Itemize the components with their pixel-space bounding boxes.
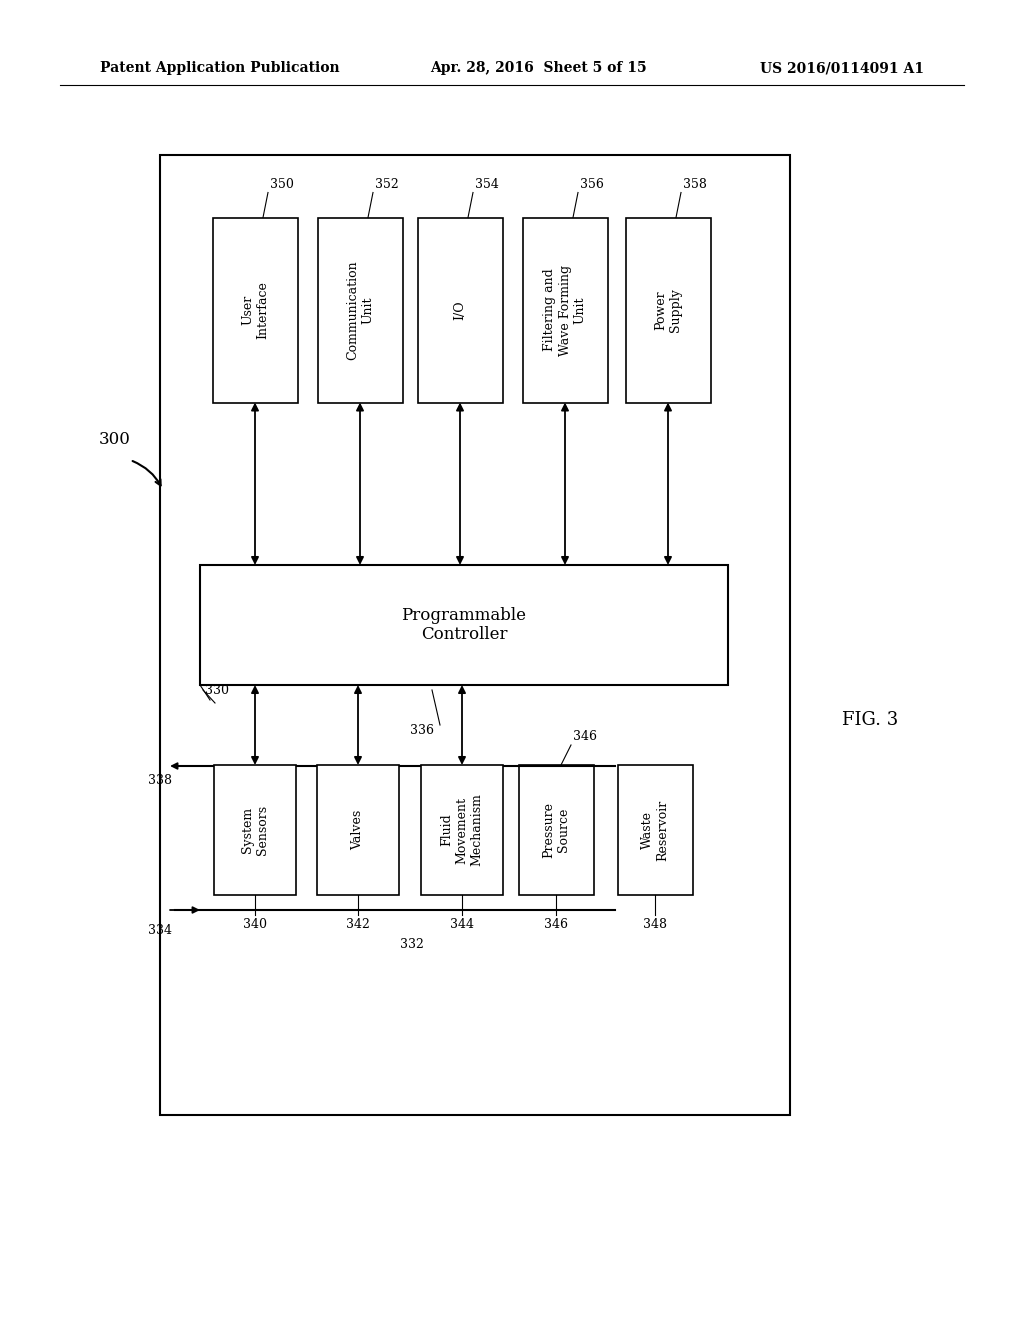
Text: 344: 344 bbox=[450, 917, 474, 931]
Bar bbox=[421, 766, 503, 895]
Bar bbox=[214, 766, 296, 895]
Text: Apr. 28, 2016  Sheet 5 of 15: Apr. 28, 2016 Sheet 5 of 15 bbox=[430, 61, 646, 75]
Text: 338: 338 bbox=[148, 774, 172, 787]
Text: Power
Supply: Power Supply bbox=[654, 288, 682, 331]
Text: Patent Application Publication: Patent Application Publication bbox=[100, 61, 340, 75]
Bar bbox=[160, 154, 790, 1115]
Text: Pressure
Source: Pressure Source bbox=[542, 803, 570, 858]
Text: 340: 340 bbox=[243, 917, 267, 931]
Text: I/O: I/O bbox=[454, 300, 467, 319]
Text: 336: 336 bbox=[410, 723, 434, 737]
Text: Communication
Unit: Communication Unit bbox=[346, 260, 374, 360]
Text: 358: 358 bbox=[683, 177, 707, 190]
Bar bbox=[518, 766, 594, 895]
Text: Filtering and
Wave Forming
Unit: Filtering and Wave Forming Unit bbox=[544, 264, 587, 355]
Text: 346: 346 bbox=[544, 917, 568, 931]
Text: 334: 334 bbox=[148, 924, 172, 936]
Bar bbox=[617, 766, 692, 895]
Bar bbox=[522, 218, 607, 403]
Bar bbox=[626, 218, 711, 403]
Text: 346: 346 bbox=[573, 730, 597, 743]
Text: 332: 332 bbox=[400, 939, 424, 950]
Bar bbox=[418, 218, 503, 403]
Text: US 2016/0114091 A1: US 2016/0114091 A1 bbox=[760, 61, 924, 75]
Text: 342: 342 bbox=[346, 917, 370, 931]
Text: 348: 348 bbox=[643, 917, 667, 931]
Text: 300: 300 bbox=[99, 432, 131, 449]
Text: 350: 350 bbox=[270, 177, 294, 190]
Text: User
Interface: User Interface bbox=[241, 281, 269, 339]
Text: Fluid
Movement
Mechanism: Fluid Movement Mechanism bbox=[440, 793, 483, 866]
Text: 356: 356 bbox=[580, 177, 604, 190]
Text: Programmable
Controller: Programmable Controller bbox=[401, 607, 526, 643]
Bar bbox=[213, 218, 298, 403]
Bar bbox=[317, 218, 402, 403]
Text: System
Sensors: System Sensors bbox=[241, 805, 269, 855]
Text: Valves: Valves bbox=[351, 810, 365, 850]
Text: 352: 352 bbox=[375, 177, 398, 190]
Text: 330: 330 bbox=[205, 684, 229, 697]
Bar bbox=[317, 766, 399, 895]
Text: FIG. 3: FIG. 3 bbox=[842, 711, 898, 729]
Text: Waste
Reservoir: Waste Reservoir bbox=[641, 800, 669, 861]
Text: 354: 354 bbox=[475, 177, 499, 190]
Bar bbox=[200, 565, 728, 685]
